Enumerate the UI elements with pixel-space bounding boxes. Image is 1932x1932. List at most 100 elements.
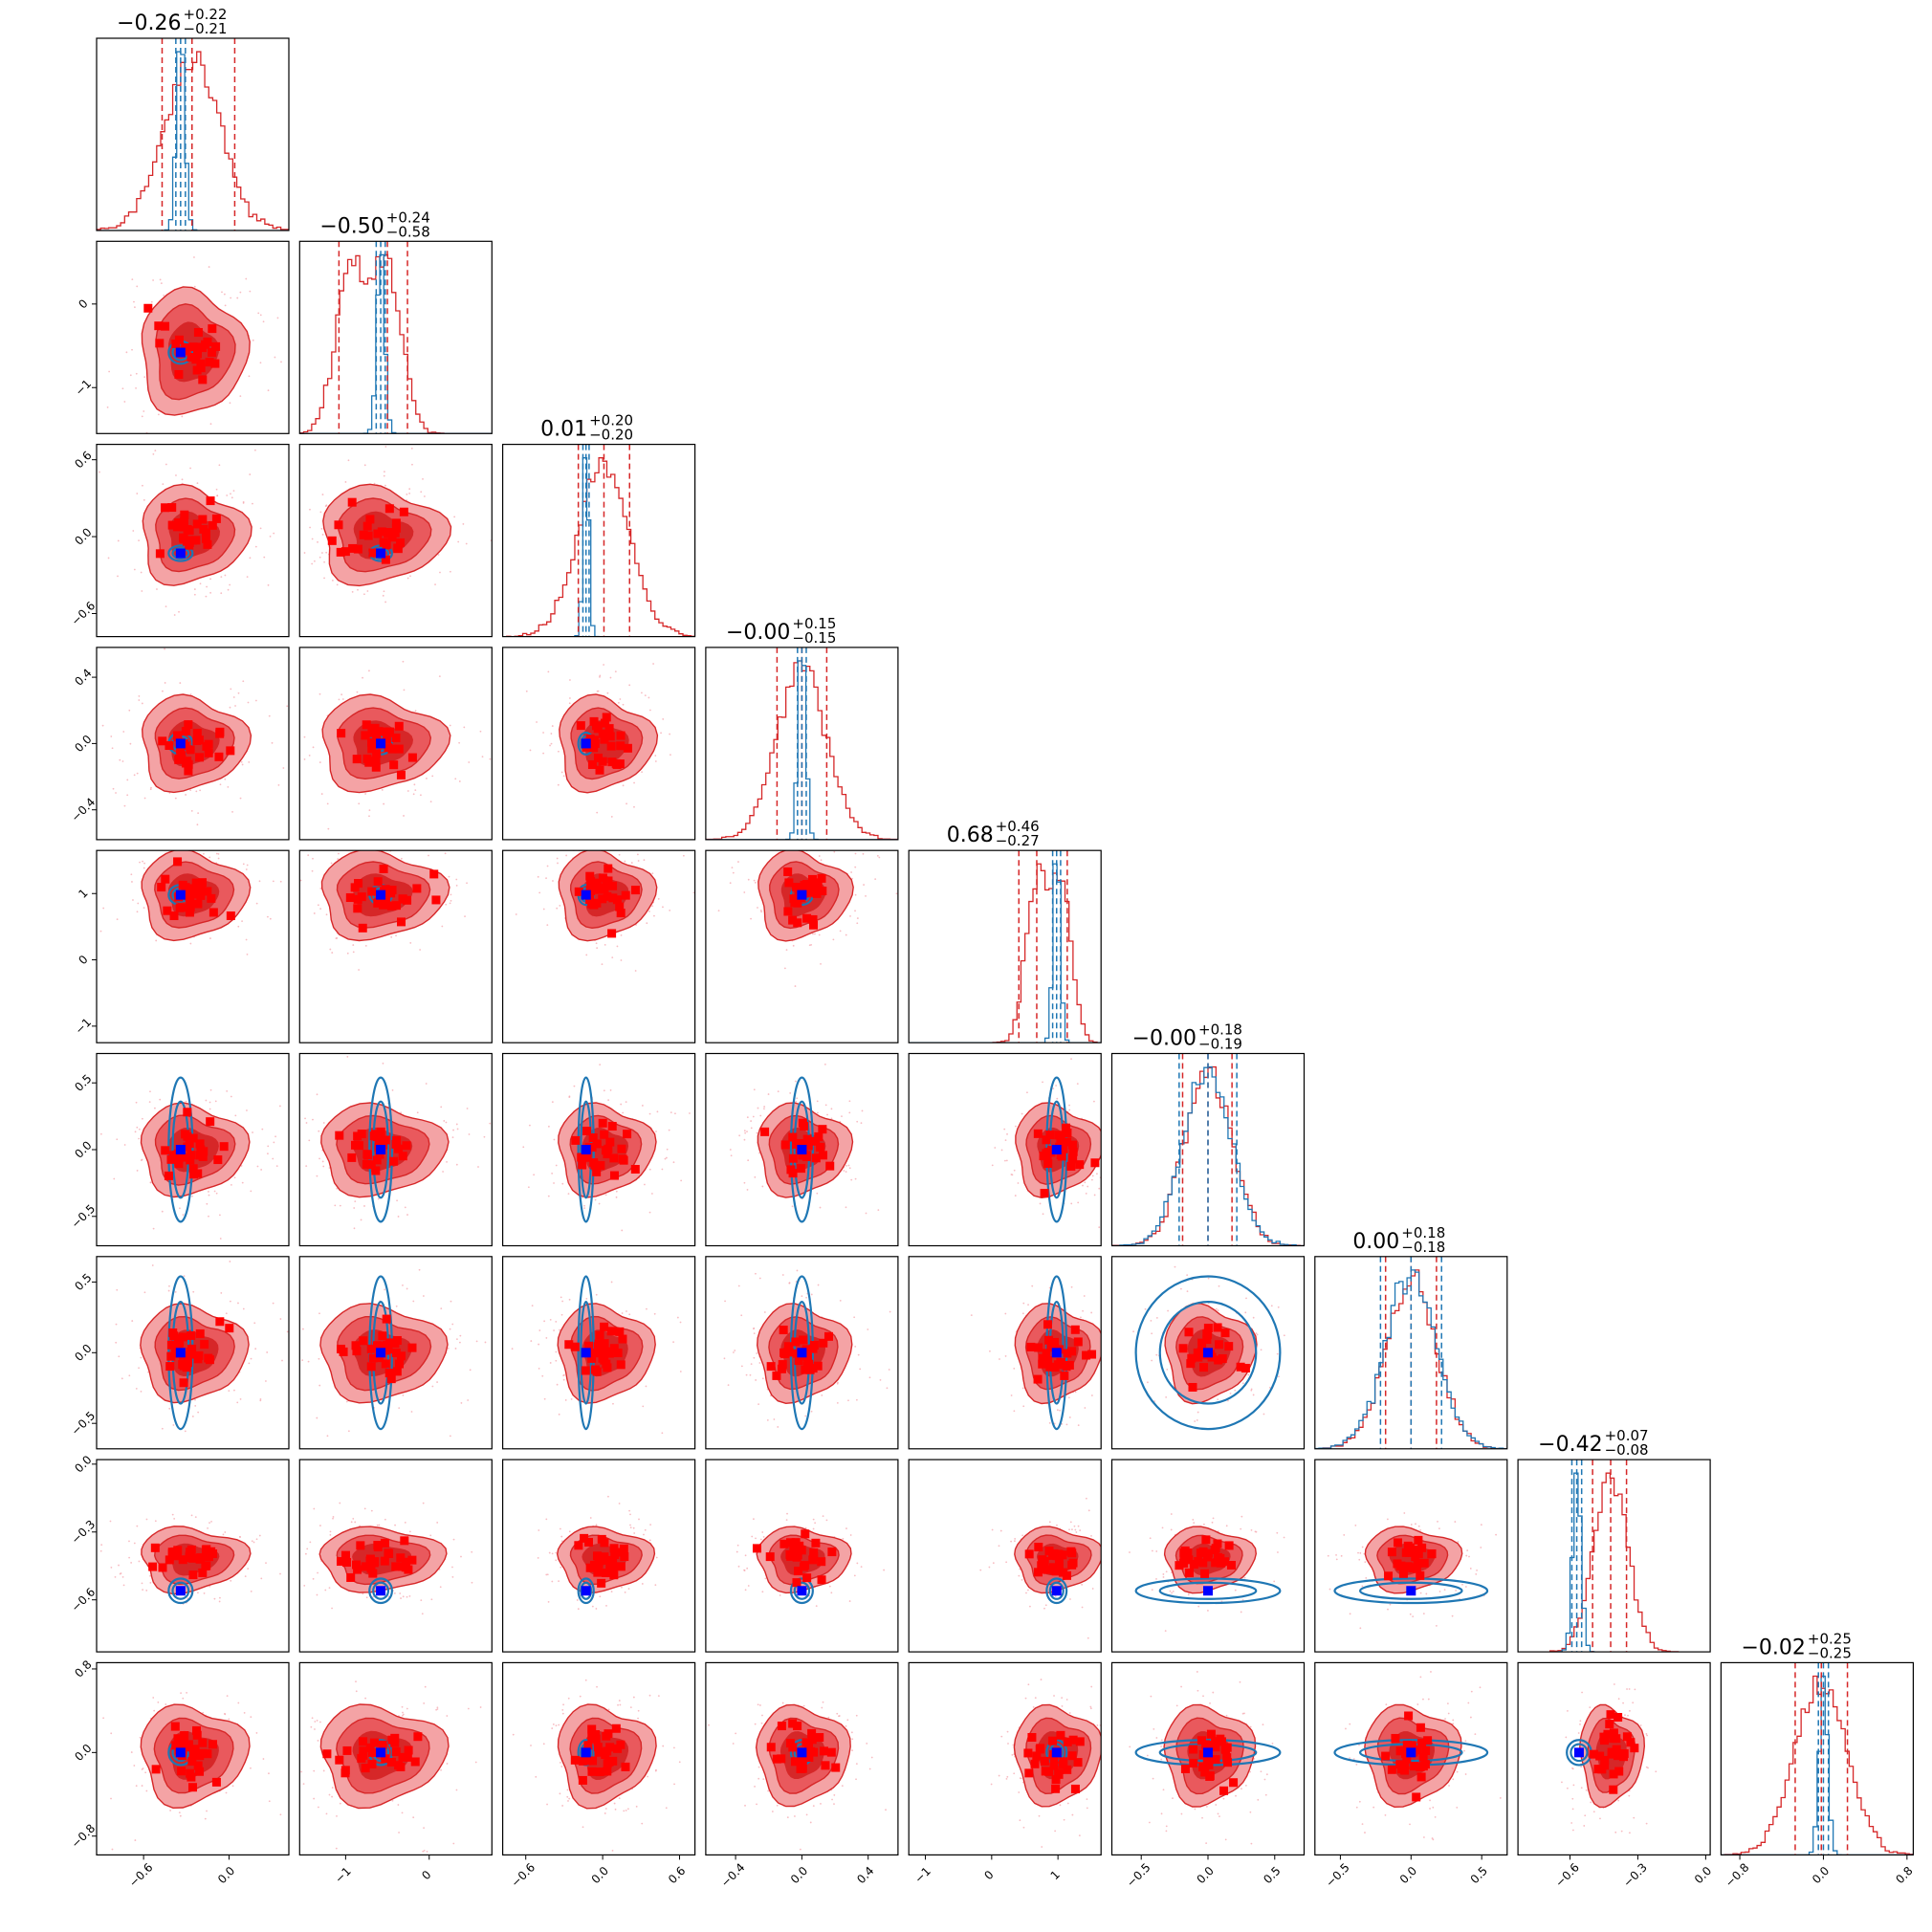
sample-point — [732, 1351, 735, 1353]
sample-square-marker — [604, 876, 613, 886]
sample-point — [128, 841, 130, 843]
sample-square-marker — [390, 1339, 400, 1349]
sample-point — [557, 862, 559, 865]
sample-point — [750, 1363, 753, 1366]
panel-content — [723, 1269, 891, 1431]
sample-square-marker — [188, 342, 198, 352]
sample-point — [863, 884, 865, 886]
sample-point — [336, 583, 339, 586]
sample-square-marker — [1042, 1149, 1051, 1158]
sample-point — [347, 1430, 350, 1433]
sample-point — [547, 670, 550, 673]
sample-point — [868, 1376, 871, 1379]
sample-square-marker — [597, 1534, 606, 1544]
sample-square-marker — [179, 516, 188, 526]
sample-point — [230, 688, 232, 691]
sample-point — [406, 1214, 408, 1216]
sample-point — [672, 1161, 675, 1164]
sample-point — [304, 1117, 306, 1120]
panel-6-6: 0.00 +0.18−0.18 — [1314, 1224, 1508, 1450]
diag-title-plus-2: +0.20 — [589, 412, 633, 429]
sample-point — [172, 1424, 175, 1426]
sample-point — [1096, 1173, 1098, 1175]
sample-square-marker — [600, 884, 609, 893]
sample-square-marker — [226, 746, 235, 756]
sample-point — [266, 1351, 269, 1353]
sample-square-marker — [582, 1127, 592, 1136]
sample-point — [209, 937, 211, 939]
sample-point — [543, 1397, 546, 1400]
sample-point — [241, 1181, 244, 1184]
sample-point — [143, 797, 146, 800]
sample-point — [157, 413, 160, 416]
sample-square-marker — [804, 1359, 814, 1369]
sample-point — [839, 847, 841, 849]
sample-point — [391, 1088, 394, 1091]
sample-point — [545, 1573, 548, 1576]
sample-square-marker — [208, 348, 217, 358]
sample-point — [598, 1202, 601, 1205]
sample-square-marker — [208, 324, 217, 334]
contour-outer-narrow — [167, 544, 194, 562]
sample-point — [116, 918, 119, 921]
sample-point — [895, 892, 898, 895]
panel-frame — [96, 37, 290, 231]
sample-point — [381, 789, 384, 791]
sample-point — [555, 1320, 558, 1323]
sample-square-marker — [336, 547, 345, 557]
sample-square-marker — [352, 1347, 362, 1356]
sample-square-marker — [367, 887, 377, 896]
sample-point — [99, 1132, 102, 1135]
sample-point — [642, 1405, 645, 1408]
sample-point — [113, 1177, 116, 1180]
sample-square-marker — [178, 1555, 187, 1565]
sample-square-marker — [1187, 1353, 1197, 1363]
sample-point — [193, 285, 196, 288]
sample-point — [121, 387, 124, 390]
sample-square-marker — [386, 889, 396, 898]
sample-square-marker — [347, 497, 357, 507]
sample-point — [142, 860, 143, 863]
sample-point — [296, 1394, 297, 1396]
histogram-wide — [299, 253, 493, 434]
sample-point — [199, 789, 202, 792]
sample-point — [753, 1356, 756, 1359]
sample-square-marker — [155, 339, 165, 348]
sample-square-marker — [807, 874, 817, 884]
sample-point — [618, 1503, 621, 1504]
sample-point — [815, 1605, 818, 1608]
panel-6-5 — [1110, 1256, 1306, 1450]
sample-point — [136, 285, 139, 288]
sample-square-marker — [199, 1147, 209, 1156]
sample-point — [788, 1282, 791, 1284]
sample-square-marker — [607, 929, 617, 938]
sample-point — [1103, 1127, 1105, 1129]
sample-square-marker — [823, 1331, 833, 1341]
sample-square-marker — [1067, 1140, 1077, 1150]
sample-square-marker — [1043, 1356, 1053, 1366]
sample-point — [560, 771, 563, 774]
sample-point — [250, 1590, 252, 1592]
sample-point — [181, 478, 184, 481]
sample-point — [152, 452, 155, 455]
sample-square-marker — [800, 880, 809, 889]
sample-point — [75, 531, 77, 533]
sample-point — [1013, 1169, 1016, 1172]
panel-7-3 — [705, 1459, 899, 1653]
panel-content — [1314, 1256, 1507, 1449]
sample-point — [364, 793, 367, 795]
sample-point — [1217, 1309, 1219, 1312]
sample-point — [111, 747, 114, 750]
sample-square-marker — [183, 1131, 192, 1141]
histogram-narrow — [97, 51, 289, 231]
sample-square-marker — [334, 520, 343, 530]
sample-square-marker — [201, 528, 210, 538]
sample-point — [255, 902, 258, 905]
sample-point — [318, 1312, 320, 1315]
sample-point — [555, 1551, 558, 1554]
sample-square-marker — [178, 1153, 187, 1162]
sample-square-marker — [201, 534, 210, 543]
sample-square-marker — [373, 529, 383, 538]
sample-point — [1283, 1334, 1285, 1337]
sample-point — [595, 1608, 598, 1610]
